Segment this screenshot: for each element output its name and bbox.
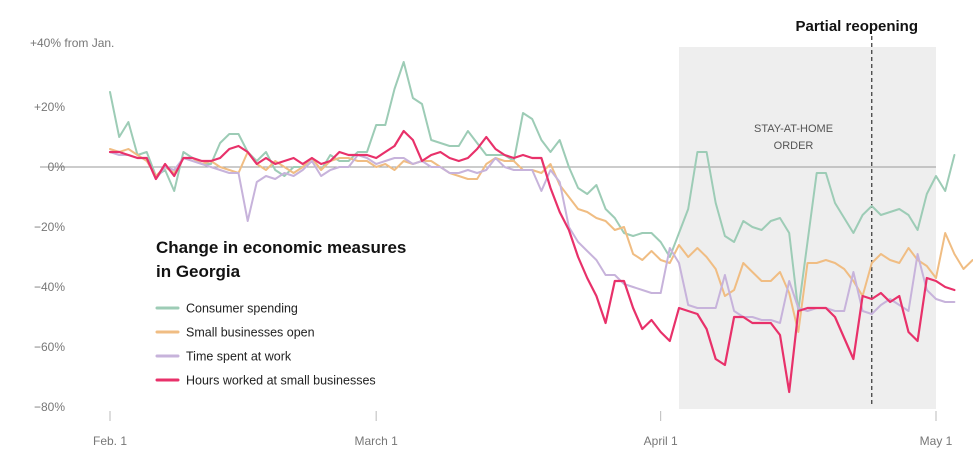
x-tick-label: May 1 (920, 434, 953, 448)
x-axis: Feb. 1 March 1 April 1 May 1 (93, 411, 953, 448)
y-tick-label: −20% (34, 220, 65, 234)
y-tick-label: −60% (34, 340, 65, 354)
y-tick-label: +20% (34, 100, 65, 114)
chart-title-line-1: Change in economic measures (156, 238, 406, 257)
x-tick-label: March 1 (354, 434, 398, 448)
series-line-hours-worked-at-small-businesses (108, 129, 956, 394)
stay-at-home-label-line-2: ORDER (774, 140, 814, 152)
y-tick-label: −80% (34, 400, 65, 414)
legend-label: Consumer spending (186, 302, 298, 316)
x-tick-label: Feb. 1 (93, 434, 127, 448)
partial-reopening-label: Partial reopening (795, 18, 918, 35)
legend-label: Small businesses open (186, 326, 315, 340)
series-lines (108, 61, 973, 394)
legend-label: Time spent at work (186, 350, 292, 364)
stay-at-home-label-line-1: STAY-AT-HOME (754, 123, 833, 135)
chart-title-line-2: in Georgia (156, 262, 241, 281)
stay-at-home-shading (679, 47, 936, 409)
y-tick-label: 0% (48, 160, 66, 174)
y-tick-label: −40% (34, 280, 65, 294)
y-axis: +40% from Jan. +20% 0% −20% −40% −60% −80% (30, 36, 114, 414)
y-tick-label: +40% from Jan. (30, 36, 114, 50)
legend-label: Hours worked at small businesses (186, 374, 376, 388)
legend: Consumer spending Small businesses open Ti… (155, 302, 376, 388)
x-tick-label: April 1 (644, 434, 678, 448)
